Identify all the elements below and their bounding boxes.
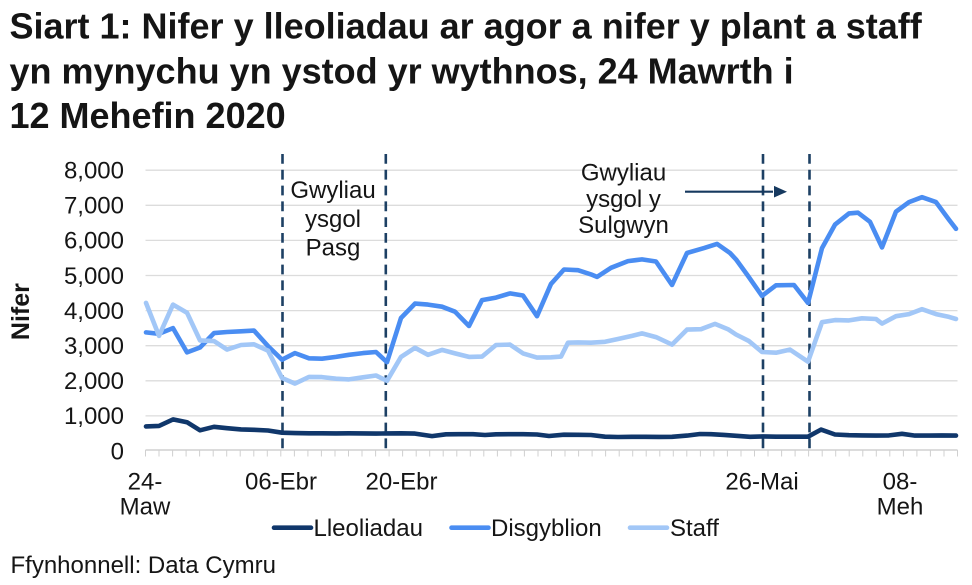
svg-text:Pasg: Pasg bbox=[306, 235, 361, 262]
svg-text:5,000: 5,000 bbox=[64, 263, 124, 290]
svg-text:0: 0 bbox=[111, 438, 124, 465]
svg-text:Ffynhonnell: Data Cymru: Ffynhonnell: Data Cymru bbox=[11, 552, 276, 579]
svg-text:7,000: 7,000 bbox=[64, 193, 124, 220]
svg-text:3,000: 3,000 bbox=[64, 333, 124, 360]
svg-text:8,000: 8,000 bbox=[64, 158, 124, 185]
svg-text:Gwyliau: Gwyliau bbox=[581, 160, 666, 187]
svg-text:Siart 1: Nifer y lleoliadau ar: Siart 1: Nifer y lleoliadau ar agor a ni… bbox=[10, 5, 923, 46]
svg-text:Disgyblion: Disgyblion bbox=[491, 515, 602, 542]
svg-text:2,000: 2,000 bbox=[64, 368, 124, 395]
svg-text:Meh: Meh bbox=[877, 494, 924, 521]
svg-text:26-Mai: 26-Mai bbox=[725, 468, 798, 495]
svg-text:24-: 24- bbox=[128, 468, 163, 495]
svg-text:6,000: 6,000 bbox=[64, 228, 124, 255]
svg-text:06-Ebr: 06-Ebr bbox=[245, 468, 317, 495]
svg-text:20-Ebr: 20-Ebr bbox=[365, 468, 437, 495]
svg-text:Gwyliau: Gwyliau bbox=[290, 177, 375, 204]
svg-text:ysgol: ysgol bbox=[305, 206, 361, 233]
svg-text:yn mynychu yn ystod yr wythnos: yn mynychu yn ystod yr wythnos, 24 Mawrt… bbox=[10, 50, 794, 91]
svg-text:12 Mehefin 2020: 12 Mehefin 2020 bbox=[10, 95, 286, 136]
svg-text:08-: 08- bbox=[883, 468, 918, 495]
svg-text:Sulgwyn: Sulgwyn bbox=[578, 212, 669, 239]
svg-text:Staff: Staff bbox=[670, 515, 719, 542]
svg-text:4,000: 4,000 bbox=[64, 298, 124, 325]
svg-text:ysgol y: ysgol y bbox=[586, 186, 661, 213]
svg-text:Maw: Maw bbox=[120, 494, 171, 521]
svg-text:Nifer: Nifer bbox=[7, 283, 35, 340]
svg-text:Lleoliadau: Lleoliadau bbox=[314, 515, 423, 542]
svg-text:1,000: 1,000 bbox=[64, 403, 124, 430]
